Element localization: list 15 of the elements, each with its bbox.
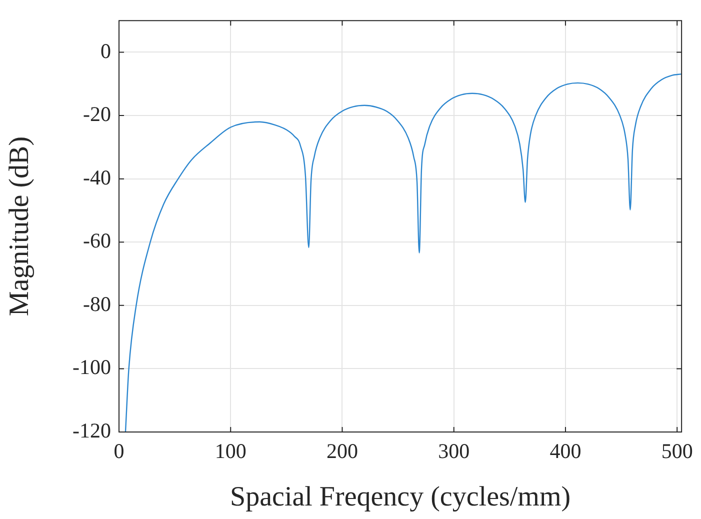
y-tick-label: -20	[83, 102, 111, 126]
x-axis-title: Spacial Freqency (cycles/mm)	[230, 482, 571, 513]
x-tick-label: 200	[326, 439, 358, 464]
y-tick-label: -40	[83, 165, 111, 190]
x-tick-label: 400	[550, 439, 582, 464]
y-tick-label: -80	[83, 292, 111, 316]
y-tick-label: -60	[83, 228, 111, 253]
y-tick-label: -120	[72, 418, 111, 443]
x-tick-label: 300	[438, 439, 470, 464]
y-tick-label: -100	[72, 355, 111, 380]
x-tick-label: 500	[661, 439, 693, 464]
y-axis-title: Magnitude (dB)	[4, 136, 36, 316]
y-tick-label: 0	[100, 38, 111, 63]
line-series	[124, 73, 682, 432]
x-tick-label: 100	[214, 439, 246, 464]
